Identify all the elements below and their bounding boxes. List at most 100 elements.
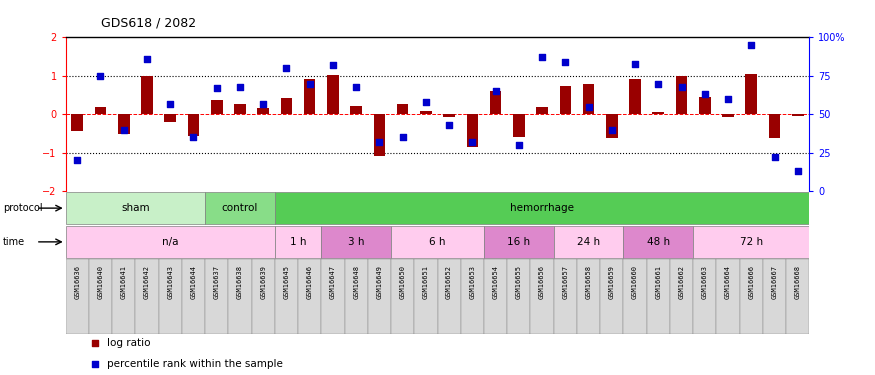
- Text: GSM16643: GSM16643: [167, 265, 173, 299]
- Point: [140, 56, 154, 62]
- Point: [466, 139, 480, 145]
- Point: [186, 134, 200, 140]
- Text: GSM16663: GSM16663: [702, 265, 708, 299]
- Text: GDS618 / 2082: GDS618 / 2082: [101, 17, 196, 30]
- Text: GSM16650: GSM16650: [400, 265, 406, 299]
- Bar: [606, 114, 618, 138]
- Bar: [583, 84, 594, 114]
- Bar: [466, 114, 478, 147]
- Point: [651, 81, 665, 87]
- Bar: [275, 192, 809, 224]
- Bar: [536, 108, 548, 114]
- Bar: [211, 100, 222, 114]
- Bar: [722, 114, 734, 117]
- Bar: [792, 114, 803, 116]
- Bar: [739, 259, 763, 334]
- Bar: [397, 104, 409, 114]
- Bar: [304, 79, 316, 114]
- Bar: [444, 114, 455, 117]
- Point: [210, 85, 224, 91]
- Text: 3 h: 3 h: [348, 237, 364, 247]
- Bar: [205, 192, 275, 224]
- Text: GSM16667: GSM16667: [772, 265, 778, 299]
- Text: control: control: [221, 203, 258, 213]
- Point: [164, 100, 178, 106]
- Point: [701, 94, 715, 100]
- Text: GSM16646: GSM16646: [306, 265, 312, 299]
- Bar: [72, 114, 83, 130]
- Bar: [94, 106, 106, 114]
- Bar: [507, 259, 530, 334]
- Bar: [693, 259, 717, 334]
- Bar: [484, 259, 508, 334]
- Bar: [438, 259, 461, 334]
- Text: 48 h: 48 h: [647, 237, 670, 247]
- Point: [791, 168, 805, 174]
- Point: [326, 62, 340, 68]
- Point: [373, 139, 387, 145]
- Point: [70, 158, 84, 164]
- Text: GSM16656: GSM16656: [539, 265, 545, 299]
- Bar: [281, 98, 292, 114]
- Text: GSM16664: GSM16664: [725, 265, 731, 299]
- Text: GSM16639: GSM16639: [260, 265, 266, 299]
- Bar: [623, 226, 693, 258]
- Text: GSM16636: GSM16636: [74, 265, 80, 299]
- Point: [605, 127, 619, 133]
- Bar: [187, 114, 200, 135]
- Bar: [717, 259, 739, 334]
- Point: [558, 59, 572, 65]
- Bar: [66, 192, 205, 224]
- Bar: [205, 259, 228, 334]
- Bar: [275, 259, 298, 334]
- Text: GSM16642: GSM16642: [144, 265, 150, 299]
- Bar: [391, 226, 484, 258]
- Point: [419, 99, 433, 105]
- Text: n/a: n/a: [162, 237, 178, 247]
- Bar: [182, 259, 205, 334]
- Point: [745, 42, 759, 48]
- Bar: [136, 259, 158, 334]
- Text: GSM16645: GSM16645: [284, 265, 290, 299]
- Bar: [350, 106, 362, 114]
- Text: GSM16666: GSM16666: [748, 265, 754, 299]
- Text: GSM16651: GSM16651: [423, 265, 429, 299]
- Bar: [252, 259, 275, 334]
- Text: GSM16649: GSM16649: [376, 265, 382, 299]
- Bar: [676, 76, 688, 114]
- Point: [767, 154, 781, 160]
- Text: GSM16653: GSM16653: [469, 265, 475, 299]
- Bar: [513, 114, 525, 137]
- Bar: [577, 259, 600, 334]
- Point: [582, 104, 596, 110]
- Point: [701, 281, 715, 287]
- Point: [279, 65, 293, 71]
- Point: [396, 134, 410, 140]
- Text: GSM16662: GSM16662: [678, 265, 684, 299]
- Bar: [746, 74, 757, 114]
- Bar: [763, 259, 786, 334]
- Bar: [141, 76, 153, 114]
- Bar: [66, 226, 275, 258]
- Bar: [786, 259, 809, 334]
- Text: 6 h: 6 h: [430, 237, 445, 247]
- Text: GSM16660: GSM16660: [632, 265, 638, 299]
- Point: [512, 142, 526, 148]
- Bar: [321, 259, 345, 334]
- Bar: [257, 108, 269, 114]
- Bar: [670, 259, 693, 334]
- Bar: [112, 259, 136, 334]
- Text: time: time: [3, 237, 24, 247]
- Text: GSM16647: GSM16647: [330, 265, 336, 299]
- Bar: [345, 259, 368, 334]
- Point: [442, 122, 456, 128]
- Text: GSM16661: GSM16661: [655, 265, 662, 299]
- Point: [233, 84, 247, 90]
- Text: log ratio: log ratio: [107, 338, 150, 348]
- Bar: [554, 226, 623, 258]
- Bar: [554, 259, 577, 334]
- Bar: [530, 259, 554, 334]
- Text: 72 h: 72 h: [739, 237, 763, 247]
- Bar: [321, 226, 391, 258]
- Text: GSM16648: GSM16648: [354, 265, 359, 299]
